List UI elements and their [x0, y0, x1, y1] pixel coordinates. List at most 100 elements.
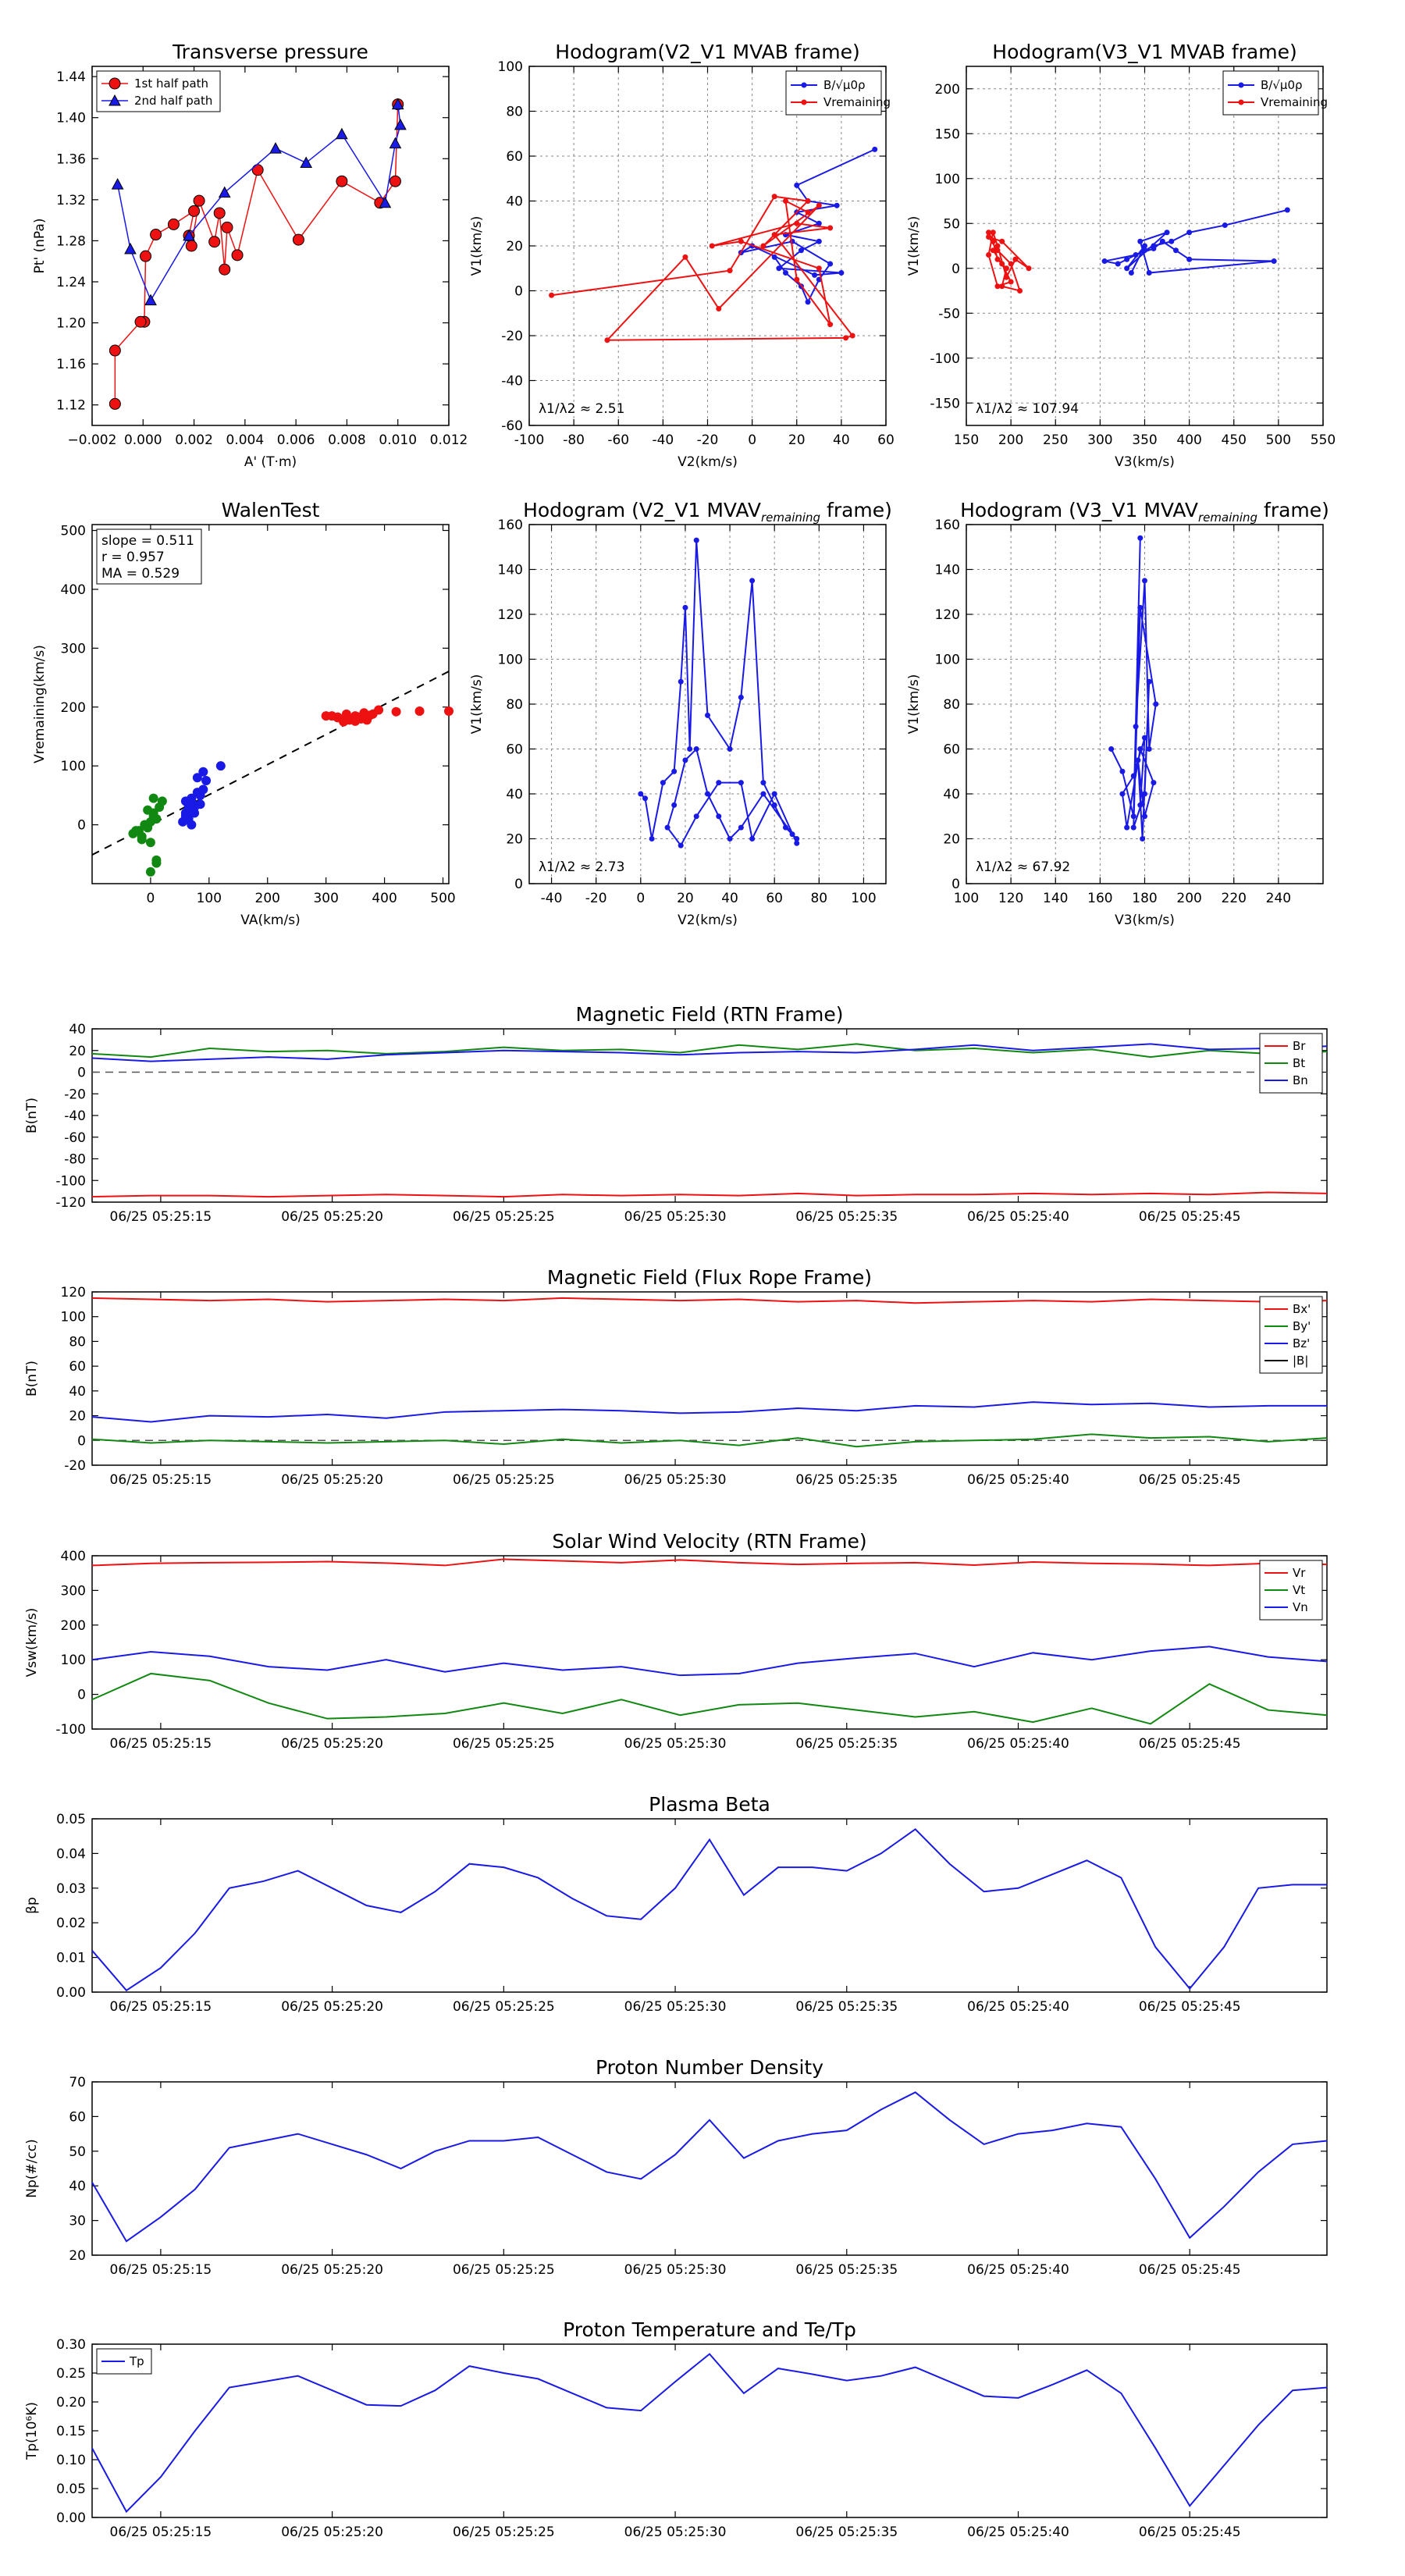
chart-h4: Hodogram (V3_V1 MVAVremaining frame) 0 20 4… [906, 499, 1329, 928]
legend: B/√μ0ρ Vremaining [785, 70, 891, 116]
data-point [1172, 247, 1179, 254]
data-point [805, 299, 811, 305]
y-tick-label: 1.24 [56, 275, 86, 290]
data-point [341, 709, 351, 719]
data-point [994, 256, 1001, 262]
series-line-Bx' [91, 1297, 1328, 1304]
y-tick-label: 0.10 [56, 2453, 86, 2468]
data-point [145, 838, 155, 848]
y-tick-label: -20 [64, 1458, 86, 1474]
x-tick-label: 06/25 05:25:45 [1139, 2262, 1241, 2278]
y-tick-label: 0.05 [56, 2482, 86, 2497]
x-tick-label: 06/25 05:25:20 [281, 1209, 383, 1225]
y-tick-label: 60 [506, 149, 523, 165]
data-point [1003, 265, 1009, 272]
x-tick-label: 400 [372, 891, 397, 906]
data-point [108, 344, 121, 357]
x-tick-label: 500 [1266, 432, 1291, 448]
data-point [391, 98, 404, 110]
data-point [213, 207, 226, 219]
legend: Br Bt Bn [1259, 1033, 1323, 1094]
data-point [994, 247, 1001, 254]
y-tick-label: 400 [61, 1549, 86, 1564]
chart-h1: Hodogram(V2_V1 MVAB frame) -60 -40 -20 0 20 40… [469, 41, 895, 470]
y-tick-label: -20 [64, 1087, 86, 1102]
plot-frame [91, 1818, 1328, 1993]
series-line-Np [91, 2091, 1328, 2243]
y-tick-label: 0 [951, 877, 960, 892]
x-tick-label: 100 [851, 891, 876, 906]
data-point [1142, 735, 1147, 741]
data-point [327, 711, 337, 721]
y-tick-label: 50 [69, 2144, 86, 2160]
data-point [760, 243, 767, 249]
y-tick-label: 0.01 [56, 1951, 86, 1966]
x-tick-label: 06/25 05:25:45 [1139, 1209, 1241, 1225]
y-tick-label: 1.16 [56, 357, 86, 372]
y-tick-label: 140 [498, 563, 523, 578]
data-point [649, 836, 655, 841]
x-tick-label: 450 [1222, 432, 1247, 448]
y-tick-label: 0 [77, 1066, 86, 1081]
legend: Tp [96, 2348, 152, 2375]
series-line-Bn [91, 1043, 1328, 1062]
y-tick-label: 40 [943, 787, 960, 802]
y-axis-label: Np(#/cc) [24, 2139, 40, 2197]
y-tick-label: 100 [935, 172, 960, 187]
y-tick-label: 400 [61, 582, 86, 598]
data-point [827, 322, 834, 328]
x-tick-label: 06/25 05:25:25 [453, 2524, 555, 2540]
y-tick-label: -80 [64, 1152, 86, 1168]
y-axis-label: Pt' (nPa) [32, 219, 48, 274]
x-tick-label: 140 [1043, 891, 1068, 906]
y-tick-label: 0 [514, 284, 523, 300]
x-tick-label: -40 [652, 432, 674, 448]
y-tick-label: 60 [69, 2109, 86, 2125]
legend-label: 1st half path [134, 76, 208, 91]
data-point [1151, 245, 1157, 251]
data-point [999, 283, 1005, 290]
y-tick-label: 1.28 [56, 233, 86, 249]
chart-title: Proton Number Density [596, 2056, 823, 2079]
x-tick-label: 06/25 05:25:20 [281, 1736, 383, 1752]
data-point [986, 252, 992, 258]
x-tick-label: 06/25 05:25:20 [281, 2262, 383, 2278]
data-point [1137, 238, 1144, 244]
chart-mag_fr: Magnetic Field (Flux Rope Frame) -20 0 20 40… [24, 1266, 1328, 1488]
data-point [394, 118, 407, 130]
data-point [678, 842, 684, 849]
x-tick-label: 20 [677, 891, 694, 906]
data-point [705, 791, 710, 797]
stats-line: MA = 0.529 [101, 566, 180, 582]
y-axis-label: B(nT) [24, 1098, 40, 1133]
series-line [116, 104, 401, 302]
legend-label: Vn [1293, 1600, 1308, 1614]
data-point [1128, 270, 1134, 276]
data-point [1271, 258, 1277, 265]
y-tick-label: 20 [506, 239, 523, 254]
data-point [794, 220, 800, 226]
data-point [999, 261, 1005, 267]
legend: B/√μ0ρ Vremaining [1222, 70, 1328, 116]
x-tick-label: 0.002 [175, 432, 213, 448]
data-point [682, 604, 688, 610]
data-point [816, 202, 822, 208]
data-point [994, 283, 1001, 290]
x-tick-label: -80 [563, 432, 585, 448]
data-point [760, 791, 767, 797]
y-tick-label: 100 [498, 653, 523, 668]
data-point [760, 780, 767, 786]
x-tick-label: 06/25 05:25:25 [453, 2262, 555, 2278]
data-point [1186, 256, 1193, 262]
data-point [771, 254, 777, 260]
data-point [108, 397, 121, 410]
y-tick-label: 100 [61, 1653, 86, 1668]
x-tick-label: 06/25 05:25:25 [453, 1209, 555, 1225]
legend-label: Vremaining [1261, 95, 1328, 109]
chart-title: Magnetic Field (Flux Rope Frame) [547, 1266, 872, 1289]
data-point [986, 234, 992, 240]
data-point [251, 164, 264, 176]
data-point [131, 826, 141, 836]
data-point [805, 209, 811, 215]
